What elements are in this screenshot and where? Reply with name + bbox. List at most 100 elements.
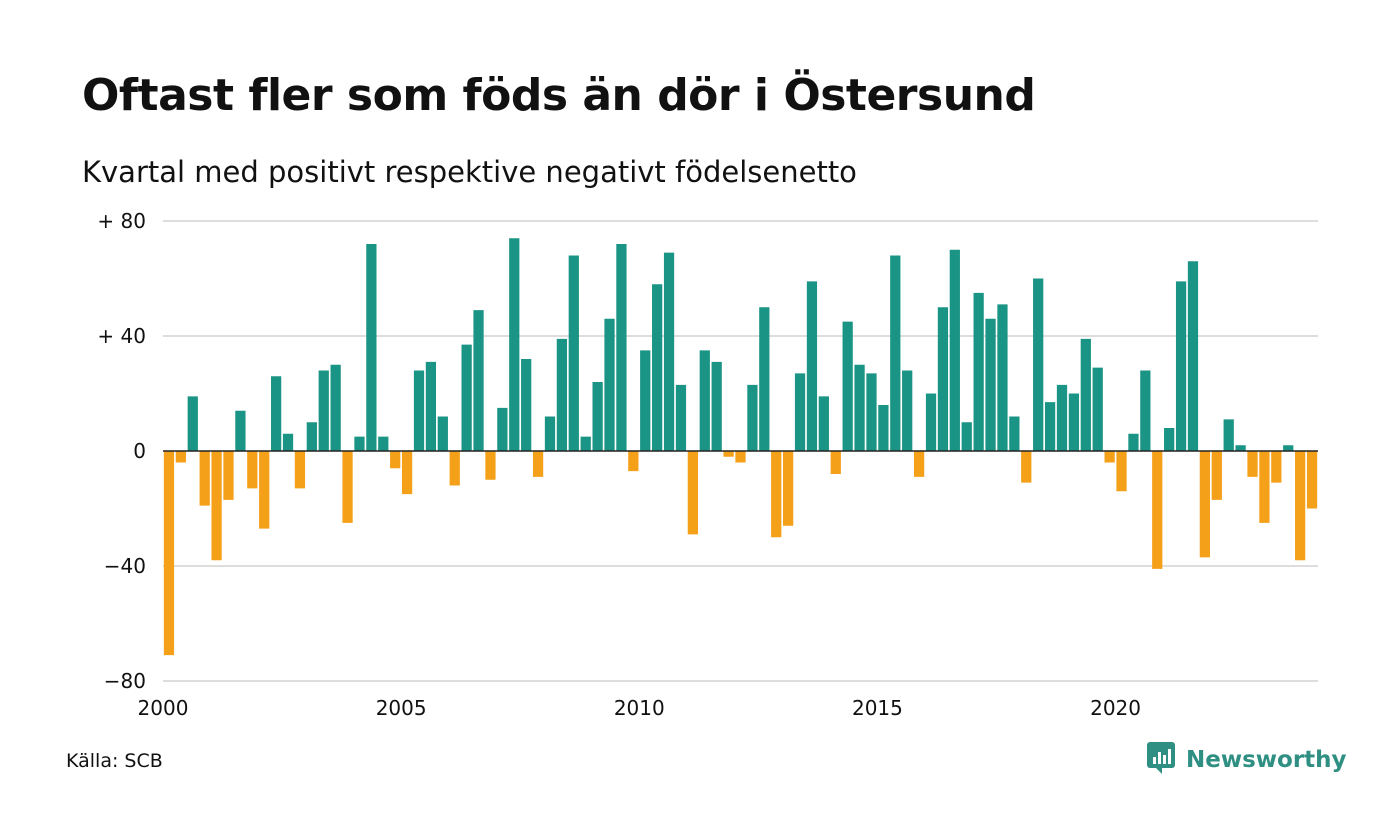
bar xyxy=(449,451,460,486)
bar xyxy=(199,451,210,506)
bar xyxy=(1068,393,1080,451)
y-tick-label: −80 xyxy=(104,669,146,693)
bar xyxy=(163,451,175,656)
bar xyxy=(818,396,829,452)
bar xyxy=(937,307,949,451)
bar xyxy=(783,451,794,526)
bar xyxy=(378,436,389,452)
bar xyxy=(890,255,901,451)
bar xyxy=(211,451,222,561)
bar xyxy=(271,376,282,451)
bar xyxy=(735,451,746,463)
bar xyxy=(1116,451,1127,492)
bar xyxy=(318,370,329,451)
brand-name: Newsworthy xyxy=(1186,747,1347,773)
bar xyxy=(747,384,758,452)
bars xyxy=(163,238,1318,656)
bar xyxy=(1211,451,1222,500)
x-tick-label: 2020 xyxy=(1090,696,1141,720)
bar xyxy=(282,433,294,451)
bar xyxy=(1033,278,1044,451)
bar xyxy=(509,238,520,451)
bar xyxy=(866,373,877,452)
bar xyxy=(187,396,198,452)
bar xyxy=(842,321,853,452)
axes: + 80 + 40 0 −40 −80 2000 2005 2010 2015 2020 xyxy=(97,209,1318,720)
bar xyxy=(330,364,341,451)
source-note: Källa: SCB xyxy=(66,750,163,772)
bar xyxy=(794,373,806,452)
bar xyxy=(604,318,615,451)
y-tick-label: + 80 xyxy=(97,209,146,233)
bar xyxy=(306,422,317,451)
bar xyxy=(1128,433,1139,451)
bar xyxy=(342,451,353,523)
bar xyxy=(973,292,984,452)
bar xyxy=(878,405,889,451)
bar xyxy=(902,370,913,451)
bar xyxy=(485,451,496,480)
bar xyxy=(687,451,698,535)
bar xyxy=(532,451,544,477)
bar xyxy=(556,338,568,452)
bar xyxy=(640,350,651,452)
bar xyxy=(354,436,365,452)
bar xyxy=(1247,451,1258,477)
bar xyxy=(1235,445,1246,451)
bar xyxy=(1306,451,1318,509)
bar xyxy=(711,361,722,452)
bar xyxy=(961,422,972,451)
bar xyxy=(1080,338,1091,452)
bar xyxy=(616,244,627,451)
bar xyxy=(913,451,925,477)
bar xyxy=(1152,451,1163,569)
bar xyxy=(1092,367,1103,452)
bar xyxy=(1283,445,1294,451)
bar xyxy=(1187,261,1199,451)
bar xyxy=(759,307,770,451)
bar xyxy=(259,451,270,529)
bar xyxy=(1295,451,1306,561)
bar xyxy=(985,318,996,451)
bar xyxy=(1056,384,1068,452)
bar xyxy=(437,416,448,451)
bar xyxy=(461,344,472,452)
bar xyxy=(652,284,663,451)
bar xyxy=(1175,281,1187,452)
bar xyxy=(1164,428,1175,451)
bar xyxy=(628,451,639,472)
bar xyxy=(401,451,413,495)
bar xyxy=(925,393,937,451)
bar xyxy=(723,451,734,457)
brand-logo: Newsworthy xyxy=(1146,740,1347,780)
bar xyxy=(592,382,603,451)
bar xyxy=(568,255,579,451)
bar xyxy=(1009,416,1020,451)
bar xyxy=(1044,402,1056,452)
bar xyxy=(1223,419,1234,452)
bar xyxy=(413,370,425,451)
x-tick-label: 2010 xyxy=(614,696,665,720)
bar xyxy=(223,451,234,500)
bar xyxy=(521,359,532,451)
newsworthy-logo-icon xyxy=(1146,740,1178,780)
bar xyxy=(235,410,246,451)
bar xyxy=(663,252,675,452)
bar xyxy=(390,451,401,469)
bar xyxy=(997,304,1008,452)
x-tick-label: 2015 xyxy=(852,696,903,720)
bar xyxy=(699,350,710,452)
chart-title: Oftast fler som föds än dör i Östersund xyxy=(82,70,1036,121)
bar xyxy=(771,451,782,538)
bar xyxy=(580,436,591,452)
y-tick-label: −40 xyxy=(104,554,146,578)
bar xyxy=(949,249,960,451)
bar xyxy=(294,451,306,489)
y-tick-label: 0 xyxy=(133,439,146,463)
bar xyxy=(830,451,841,474)
bar xyxy=(247,451,258,489)
bar xyxy=(425,361,437,452)
bar xyxy=(175,451,186,463)
bar xyxy=(1259,451,1270,523)
